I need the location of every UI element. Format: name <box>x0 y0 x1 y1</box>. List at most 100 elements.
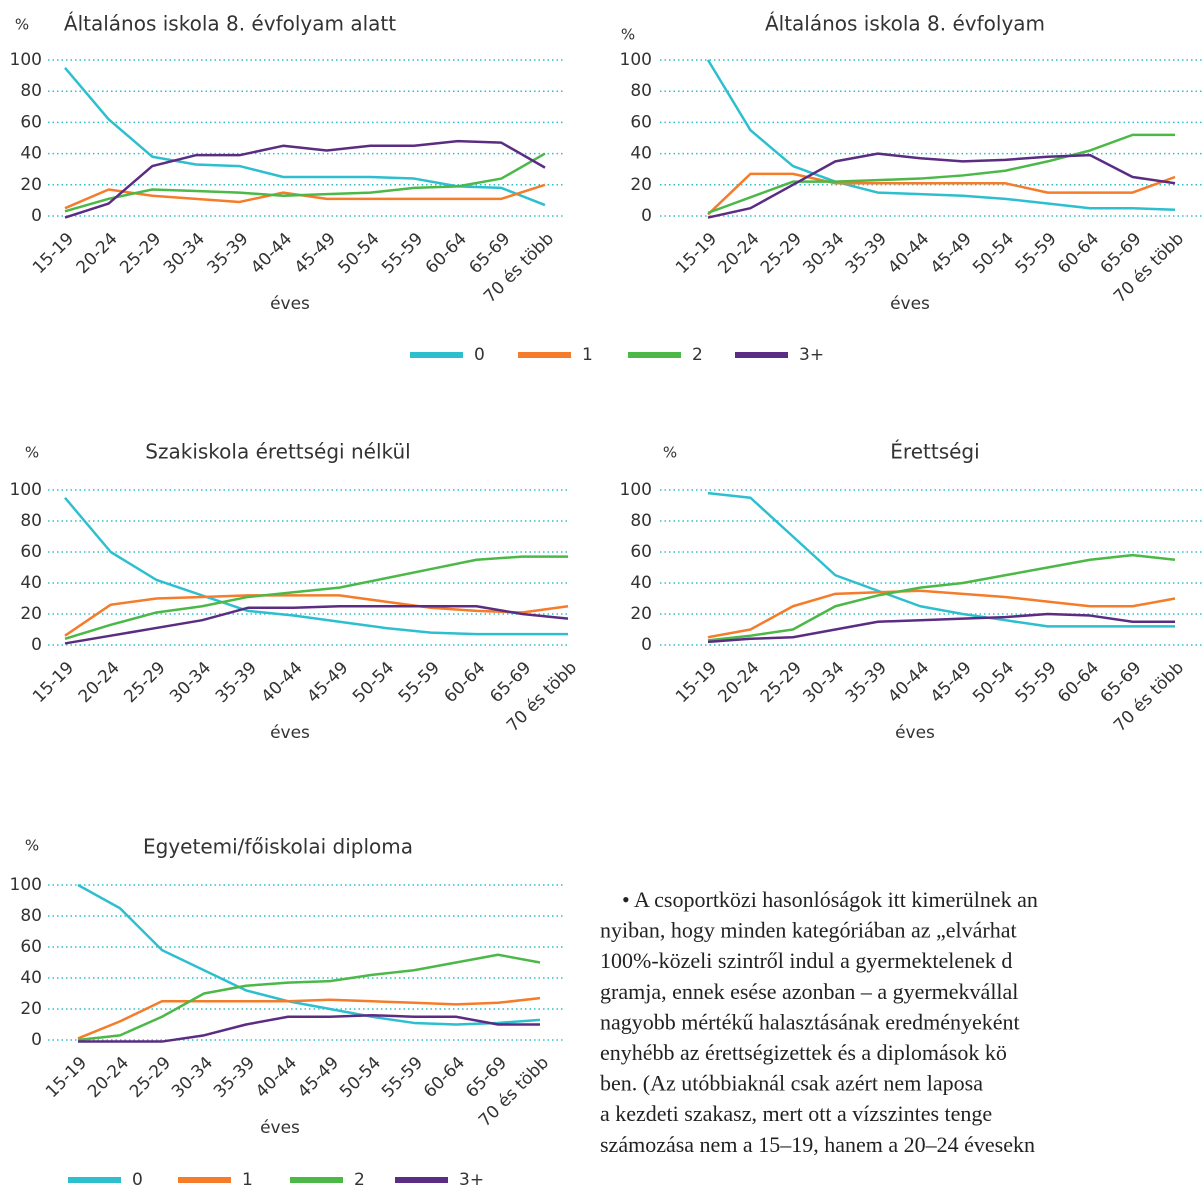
x-tick-label: 15-19 <box>29 658 78 707</box>
x-tick-label: 35-39 <box>210 1053 259 1102</box>
y-tick-label: 80 <box>20 906 42 926</box>
series-line <box>77 996 541 1040</box>
legend-label: 1 <box>242 1170 253 1190</box>
chart-title: Érettségi <box>890 440 979 464</box>
x-tick-label: 45-49 <box>927 658 976 707</box>
x-tick-label: 50-54 <box>969 229 1018 278</box>
x-tick-label: 25-29 <box>757 658 806 707</box>
y-tick-label: 0 <box>31 635 42 655</box>
series-line <box>64 555 568 640</box>
series-line <box>77 953 541 1042</box>
y-tick-label: 20 <box>20 175 42 195</box>
x-tick-label: 55-59 <box>395 658 444 707</box>
y-tick-label: 20 <box>20 604 42 624</box>
x-tick-label: 40-44 <box>884 658 933 707</box>
x-axis-label: éves <box>890 294 930 314</box>
x-tick-label: 15-19 <box>672 658 721 707</box>
y-unit: % <box>25 444 39 462</box>
y-tick-label: 40 <box>630 573 652 593</box>
legend-label: 0 <box>132 1170 143 1190</box>
series-line <box>64 183 546 210</box>
chart-title: Általános iskola 8. évfolyam <box>765 12 1045 36</box>
x-tick-label: 50-54 <box>349 658 398 707</box>
series-line <box>707 491 1175 628</box>
x-axis-label: éves <box>260 1118 300 1138</box>
x-tick-label: 50-54 <box>336 1053 385 1102</box>
chart: Általános iskola 8. évfolyam% 0 20 40 60 80 10… <box>620 12 1203 314</box>
legend-label: 2 <box>354 1170 365 1190</box>
y-tick-label: 0 <box>31 1030 42 1050</box>
paragraph-line: számozása nem a 15–19, hanem a 20–24 éve… <box>600 1132 1035 1157</box>
y-tick-label: 40 <box>630 144 652 164</box>
x-tick-label: 35-39 <box>204 229 253 278</box>
y-unit: % <box>663 444 677 462</box>
x-tick-label: 60-64 <box>420 1053 469 1102</box>
paragraph-line: nagyobb mértékű halasztásának eredmények… <box>600 1009 1020 1034</box>
x-tick-label: 60-64 <box>1054 658 1103 707</box>
x-tick-label: 40-44 <box>252 1053 301 1102</box>
legend-label: 3+ <box>459 1170 484 1190</box>
y-tick-label: 60 <box>20 937 42 957</box>
paragraph-line: a kezdeti szakasz, mert ott a vízszintes… <box>600 1101 992 1126</box>
chart-title: Általános iskola 8. évfolyam alatt <box>64 12 396 36</box>
x-tick-label: 20-24 <box>73 229 122 278</box>
y-unit: % <box>15 16 29 34</box>
x-tick-label: 60-64 <box>1054 229 1103 278</box>
x-axis-label: éves <box>270 294 310 314</box>
series-line <box>64 496 568 636</box>
x-tick-label: 45-49 <box>291 229 340 278</box>
y-unit: % <box>25 837 39 855</box>
x-tick-label: 30-34 <box>160 229 209 278</box>
legend-label: 1 <box>582 345 593 365</box>
x-axis-label: éves <box>270 723 310 743</box>
series-line <box>78 1013 540 1043</box>
x-tick-label: 25-29 <box>120 658 169 707</box>
x-tick-label: 55-59 <box>1012 658 1061 707</box>
x-tick-label: 35-39 <box>842 229 891 278</box>
chart: Szakiskola érettségi nélkül% 0 20 40 60 80 100… <box>10 440 582 744</box>
paragraph-line: enyhébb az érettségizettek és a diplomás… <box>600 1040 1007 1065</box>
y-tick-label: 40 <box>20 573 42 593</box>
series-line <box>64 139 546 219</box>
y-tick-label: 20 <box>20 999 42 1019</box>
y-tick-label: 60 <box>630 112 652 132</box>
y-tick-label: 80 <box>630 511 652 531</box>
y-tick-label: 0 <box>641 206 652 226</box>
y-tick-label: 40 <box>20 968 42 988</box>
x-tick-label: 30-34 <box>166 658 215 707</box>
series-line <box>707 612 1175 644</box>
x-tick-label: 15-19 <box>29 229 78 278</box>
x-tick-label: 40-44 <box>247 229 296 278</box>
series-line <box>64 594 569 637</box>
x-tick-label: 60-64 <box>422 229 471 278</box>
y-tick-label: 0 <box>31 206 42 226</box>
paragraph-line: 100%-közeli szintről indul a gyermektele… <box>600 948 1012 973</box>
x-tick-label: 25-29 <box>126 1053 175 1102</box>
x-tick-label: 20-24 <box>75 658 124 707</box>
x-tick-label: 20-24 <box>84 1053 133 1102</box>
x-tick-label: 25-29 <box>757 229 806 278</box>
series-line <box>707 553 1176 642</box>
x-tick-label: 35-39 <box>842 658 891 707</box>
x-tick-label: 20-24 <box>714 229 763 278</box>
series-line <box>64 66 546 207</box>
y-tick-label: 20 <box>630 175 652 195</box>
y-tick-label: 100 <box>620 480 652 500</box>
legend-label: 0 <box>474 345 485 365</box>
x-axis-label: éves <box>895 723 935 743</box>
paragraph-line: gramja, ennek esése azonban – a gyermekv… <box>600 979 1018 1004</box>
x-tick-label: 15-19 <box>42 1053 91 1102</box>
x-tick-label: 50-54 <box>969 658 1018 707</box>
series-line <box>707 152 1176 219</box>
x-tick-label: 55-59 <box>1012 229 1061 278</box>
chart: Egyetemi/főiskolai diploma%0204060801001… <box>10 835 565 1190</box>
x-tick-label: 30-34 <box>799 229 848 278</box>
chart: Általános iskola 8. évfolyam alatt% 0 20 40… <box>10 12 825 366</box>
series-line <box>64 152 546 213</box>
legend-label: 3+ <box>799 345 824 365</box>
x-tick-label: 40-44 <box>884 229 933 278</box>
paragraph-line: ben. (Az utóbbiaknál csak azért nem lapo… <box>600 1071 983 1096</box>
y-tick-label: 100 <box>10 875 42 895</box>
x-tick-label: 20-24 <box>714 658 763 707</box>
